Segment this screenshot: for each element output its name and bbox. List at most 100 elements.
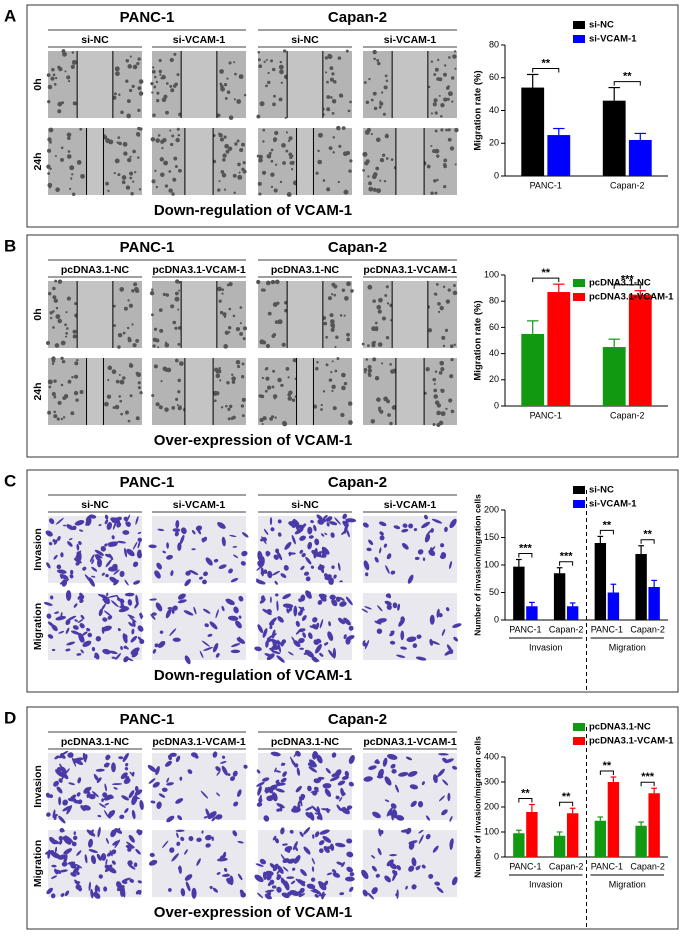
cell	[151, 393, 155, 398]
cell	[322, 390, 326, 393]
cell	[280, 853, 287, 863]
cell	[136, 133, 141, 137]
cell	[442, 72, 447, 77]
cell	[66, 327, 69, 330]
cell	[437, 310, 441, 313]
y-tick-label: 0	[494, 170, 499, 180]
cell	[154, 75, 157, 79]
y-tick-label: 60	[489, 72, 499, 82]
cell	[281, 843, 288, 846]
cell	[149, 291, 155, 296]
group-header: PANC-1	[120, 474, 175, 491]
cell	[362, 169, 366, 172]
cell	[49, 316, 53, 320]
cell	[118, 141, 122, 146]
cell	[422, 557, 426, 561]
cell	[183, 610, 194, 616]
cell	[330, 96, 333, 99]
cell	[430, 191, 434, 195]
cell	[158, 58, 162, 63]
cell	[227, 407, 231, 412]
cell	[311, 550, 322, 558]
cell	[157, 528, 165, 532]
cell	[382, 153, 386, 157]
cell	[62, 799, 68, 806]
cell	[103, 794, 113, 801]
cell	[82, 804, 91, 811]
cell	[283, 564, 289, 571]
cell	[320, 594, 327, 602]
cell	[59, 827, 65, 833]
cell	[77, 777, 82, 784]
cell	[421, 781, 425, 786]
cell	[441, 809, 448, 816]
scratch-gap	[86, 358, 104, 425]
cell	[334, 345, 337, 349]
cell	[177, 378, 181, 383]
cell	[155, 765, 160, 776]
bar	[635, 554, 647, 620]
cell	[335, 795, 340, 800]
cell	[254, 874, 264, 883]
cell	[239, 322, 242, 325]
cell	[324, 845, 333, 851]
cell	[303, 651, 310, 655]
cell	[76, 850, 82, 856]
caption: Down-regulation of VCAM-1	[154, 202, 352, 219]
cell	[104, 519, 109, 525]
cell	[162, 292, 166, 297]
cell	[147, 764, 157, 773]
cell	[166, 782, 174, 786]
cell	[125, 185, 131, 190]
cell	[94, 549, 104, 556]
cell	[77, 618, 84, 624]
cell	[97, 593, 107, 599]
cell	[137, 540, 141, 549]
cell	[267, 385, 272, 390]
cell	[271, 629, 276, 639]
cell	[262, 140, 265, 143]
cell	[129, 362, 132, 365]
cell	[68, 782, 75, 786]
cell	[231, 380, 236, 384]
scratch-gap	[77, 51, 113, 118]
cell	[148, 544, 157, 549]
cell	[325, 577, 333, 581]
cell	[385, 335, 390, 340]
y-tick-label: 50	[489, 587, 499, 597]
cell	[430, 60, 434, 63]
cell	[276, 782, 286, 786]
cell	[135, 338, 140, 343]
cell	[295, 785, 302, 793]
cell	[101, 798, 105, 802]
cell	[103, 886, 108, 892]
cell	[367, 344, 370, 347]
cell	[178, 289, 181, 292]
cell	[452, 623, 462, 628]
cell	[150, 81, 154, 86]
cell	[349, 872, 355, 877]
cell	[327, 54, 333, 60]
cell	[217, 286, 222, 292]
cell	[155, 80, 159, 84]
cell	[100, 545, 106, 552]
cell	[319, 652, 324, 657]
cell	[164, 342, 170, 348]
cell	[338, 144, 342, 148]
cell	[185, 881, 191, 892]
cell	[131, 84, 135, 89]
cell	[318, 893, 327, 897]
cell	[255, 863, 264, 867]
cell	[280, 879, 284, 884]
cell	[128, 790, 135, 799]
bar	[566, 606, 579, 620]
cell	[282, 421, 288, 427]
cell	[131, 651, 139, 658]
cell	[125, 762, 129, 767]
significance-label: **	[521, 787, 530, 799]
cell	[336, 125, 341, 131]
cell	[348, 169, 352, 173]
cell	[66, 524, 74, 531]
cell	[123, 656, 129, 663]
cell	[295, 620, 300, 627]
